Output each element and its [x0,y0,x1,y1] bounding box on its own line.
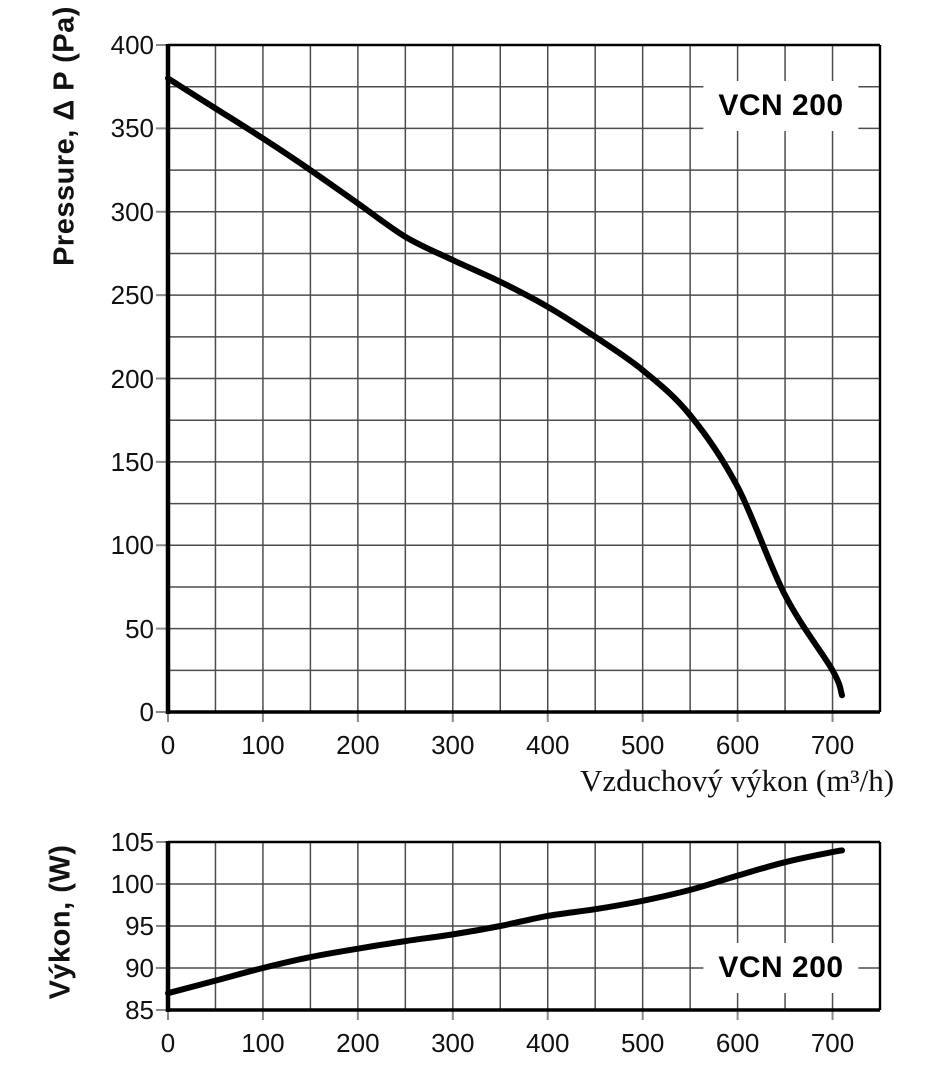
y-axis-tick-label: 50 [125,613,154,644]
x-axis-tick-label: 0 [160,730,176,760]
x-axis-tick-label: 200 [336,730,380,760]
y-axis-tick-label: 150 [110,446,154,477]
pressure-chart [156,43,882,722]
x-axis-tick-label: 300 [431,730,475,760]
x-axis-tick-label: 500 [620,730,665,760]
x-axis-tick-label: 400 [526,1028,570,1058]
y-axis-tick-label: 300 [110,196,154,227]
power-chart [156,840,882,1020]
y-axis-tick-label: 85 [125,995,154,1025]
y-axis-tick-label: 250 [110,280,154,311]
airflow-x-axis-title: Vzduchový výkon (m³/h) [579,763,895,798]
y-axis-tick-label: 105 [110,827,154,857]
y-axis-tick-label: 200 [110,363,154,394]
x-axis-tick-label: 600 [715,1028,760,1058]
x-axis-tick-label: 100 [241,730,285,760]
y-axis-tick-label: 100 [110,530,154,561]
y-axis-tick-label: 100 [110,869,154,899]
pressure-y-axis-title: Pressure, Δ P (Pa) [48,6,81,266]
y-axis-tick-label: 90 [125,953,154,983]
x-axis-tick-label: 100 [241,1028,285,1058]
y-axis-tick-label: 0 [139,697,154,727]
y-axis-tick-label: 350 [110,113,154,144]
x-axis-tick-label: 700 [810,1028,855,1058]
x-axis-tick-label: 300 [431,1028,475,1058]
x-axis-tick-label: 400 [526,730,570,760]
x-axis-tick-label: 0 [160,1028,176,1058]
model-label-power-chart: VCN 200 [703,943,859,993]
x-axis-tick-label: 600 [715,730,760,760]
y-axis-tick-label: 95 [125,911,154,941]
pressure-curve [165,75,845,699]
x-axis-tick-label: 200 [336,1028,380,1058]
power-curve [165,847,845,997]
x-axis-tick-label: 700 [810,730,855,760]
model-label-pressure-chart: VCN 200 [703,81,859,131]
x-axis-tick-label: 500 [620,1028,665,1058]
y-axis-tick-label: 400 [110,30,154,60]
power-y-axis-title: Výkon, (W) [44,844,77,1000]
